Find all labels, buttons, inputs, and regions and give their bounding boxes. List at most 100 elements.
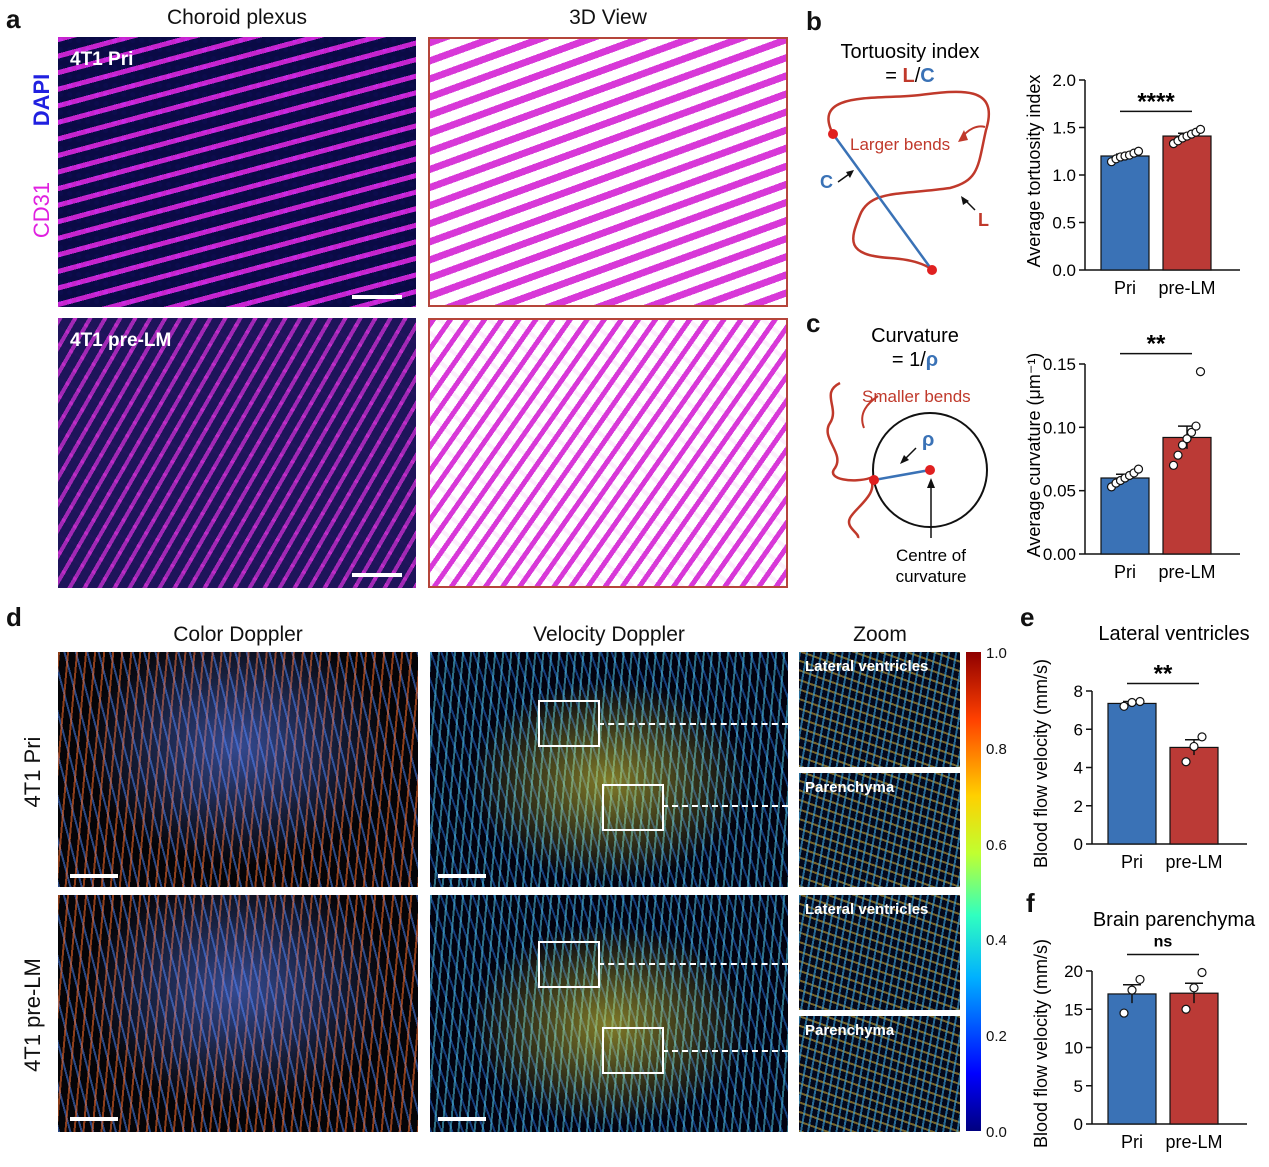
panel-letter-f: f bbox=[1026, 888, 1035, 918]
y-tick-label: 0 bbox=[1074, 1115, 1083, 1134]
rho-label: ρ bbox=[922, 429, 934, 451]
category-label: Pri bbox=[1114, 562, 1136, 582]
radius-line bbox=[873, 468, 931, 482]
larger-bends-label: Larger bends bbox=[850, 135, 950, 154]
endpoint-start bbox=[828, 129, 838, 139]
data-point bbox=[1119, 1008, 1129, 1018]
bar-pre-lm bbox=[1162, 436, 1212, 555]
chart-e: Lateral ventricles 0 2 4 6 8 Blood flow veloci… bbox=[1031, 623, 1250, 872]
velocity-doppler-title: Velocity Doppler bbox=[533, 623, 685, 646]
scale-bar bbox=[70, 874, 118, 878]
row-label-pri: 4T1 Pri bbox=[20, 736, 45, 808]
dashed-connector bbox=[598, 963, 788, 965]
image-label-prelm: 4T1 pre-LM bbox=[70, 330, 172, 351]
label-C: C bbox=[820, 172, 833, 192]
colorbar bbox=[966, 652, 981, 1131]
scale-bar bbox=[352, 573, 402, 577]
zoom-par-prelm-image: Parenchyma bbox=[799, 1016, 960, 1132]
data-point bbox=[1168, 460, 1179, 470]
velocity-doppler-pri-image bbox=[430, 652, 788, 887]
zoom-label: Parenchyma bbox=[805, 779, 895, 796]
bend-arrowhead bbox=[958, 130, 968, 142]
tortuous-path-L bbox=[827, 90, 990, 271]
3d-view-prelm-image bbox=[428, 318, 788, 588]
data-point bbox=[1197, 732, 1207, 742]
data-point bbox=[1119, 701, 1129, 711]
chart-title: Brain parenchyma bbox=[1093, 909, 1256, 931]
color-doppler-prelm-image bbox=[58, 895, 418, 1132]
choroid-pri-image: 4T1 Pri bbox=[58, 37, 416, 307]
bar-pre-lm bbox=[1162, 135, 1212, 271]
roi-box-lateral-ventricles bbox=[538, 941, 600, 988]
velocity-doppler-prelm-image bbox=[430, 895, 788, 1132]
3d-view-title: 3D View bbox=[569, 6, 647, 29]
color-doppler-title: Color Doppler bbox=[173, 623, 303, 646]
bar-pre-lm bbox=[1169, 992, 1219, 1125]
image-label-pri: 4T1 Pri bbox=[70, 49, 134, 70]
scale-bar bbox=[352, 295, 402, 299]
zoom-par-pri-image: Parenchyma bbox=[799, 773, 960, 887]
smaller-bends-label: Smaller bends bbox=[862, 387, 971, 406]
significance-label: **** bbox=[1137, 88, 1175, 115]
y-tick-label: 0.10 bbox=[1043, 418, 1076, 437]
y-tick-label: 2 bbox=[1074, 797, 1083, 816]
category-label: pre-LM bbox=[1158, 562, 1215, 582]
roi-box-parenchyma bbox=[602, 1027, 664, 1074]
y-tick-label: 0.00 bbox=[1043, 545, 1076, 564]
wavy-path bbox=[826, 381, 874, 539]
curvature-schematic: Curvature = 1/ρ Smaller bends ρ Centre o… bbox=[826, 325, 988, 586]
curvature-formula-title: Curvature bbox=[871, 325, 959, 347]
significance-label: ns bbox=[1154, 934, 1173, 951]
category-label: pre-LM bbox=[1165, 1132, 1222, 1152]
bar-pri bbox=[1107, 702, 1157, 845]
y-tick-label: 1.5 bbox=[1052, 119, 1076, 138]
y-axis-label: Blood flow velocity (mm/s) bbox=[1031, 939, 1051, 1148]
panel-letter-d: d bbox=[6, 602, 22, 632]
y-axis-label: Average tortuosity index bbox=[1024, 75, 1044, 268]
bar-pri bbox=[1100, 155, 1150, 271]
y-tick-label: 0.05 bbox=[1043, 482, 1076, 501]
category-label: pre-LM bbox=[1165, 852, 1222, 872]
y-tick-label: 8 bbox=[1074, 682, 1083, 701]
y-tick-label: 0.0 bbox=[1052, 261, 1076, 280]
zoom-lv-prelm-image: Lateral ventricles bbox=[799, 895, 960, 1010]
bar-pre-lm bbox=[1169, 746, 1219, 845]
data-point bbox=[1177, 440, 1188, 450]
dashed-connector bbox=[598, 723, 788, 725]
data-point bbox=[1135, 696, 1145, 707]
scale-bar bbox=[70, 1117, 118, 1121]
panel-letter-c: c bbox=[806, 308, 821, 338]
data-point bbox=[1189, 983, 1199, 993]
cd31-label: CD31 bbox=[29, 181, 54, 239]
colorbar-tick: 0.8 bbox=[986, 741, 1007, 758]
contact-point bbox=[869, 475, 879, 485]
y-tick-label: 1.0 bbox=[1052, 166, 1076, 185]
chart-f: Brain parenchyma 0 5 10 15 20 Blood flow veloc… bbox=[1031, 909, 1256, 1152]
data-point bbox=[1173, 450, 1183, 460]
data-point bbox=[1135, 974, 1145, 985]
osculating-circle bbox=[872, 412, 988, 528]
choroid-prelm-image: 4T1 pre-LM bbox=[58, 318, 416, 588]
colorbar-tick: 1.0 bbox=[986, 645, 1007, 662]
data-point bbox=[1133, 464, 1144, 474]
data-point bbox=[1195, 124, 1206, 135]
3d-view-pri-image bbox=[428, 37, 788, 307]
data-point bbox=[1197, 967, 1207, 978]
y-axis-label: Average curvature (μm⁻¹) bbox=[1024, 353, 1044, 558]
chart-title: Lateral ventricles bbox=[1098, 623, 1249, 645]
endpoint-end bbox=[927, 265, 937, 275]
curvature-formula: = 1/ρ bbox=[892, 349, 938, 371]
dapi-label: DAPI bbox=[29, 73, 54, 127]
label-L: L bbox=[978, 210, 989, 230]
roi-box-lateral-ventricles bbox=[538, 700, 600, 747]
zoom-label: Lateral ventricles bbox=[805, 901, 929, 918]
y-tick-label: 15 bbox=[1064, 1000, 1083, 1019]
y-tick-label: 0.15 bbox=[1043, 355, 1076, 374]
y-tick-label: 5 bbox=[1074, 1077, 1083, 1096]
y-tick-label: 20 bbox=[1064, 962, 1083, 981]
zoom-lv-pri-image: Lateral ventricles bbox=[799, 652, 960, 767]
category-label: pre-LM bbox=[1158, 278, 1215, 298]
colorbar-tick: 0.0 bbox=[986, 1124, 1007, 1141]
chord-line-C bbox=[831, 133, 934, 271]
row-label-prelm: 4T1 pre-LM bbox=[20, 958, 45, 1072]
